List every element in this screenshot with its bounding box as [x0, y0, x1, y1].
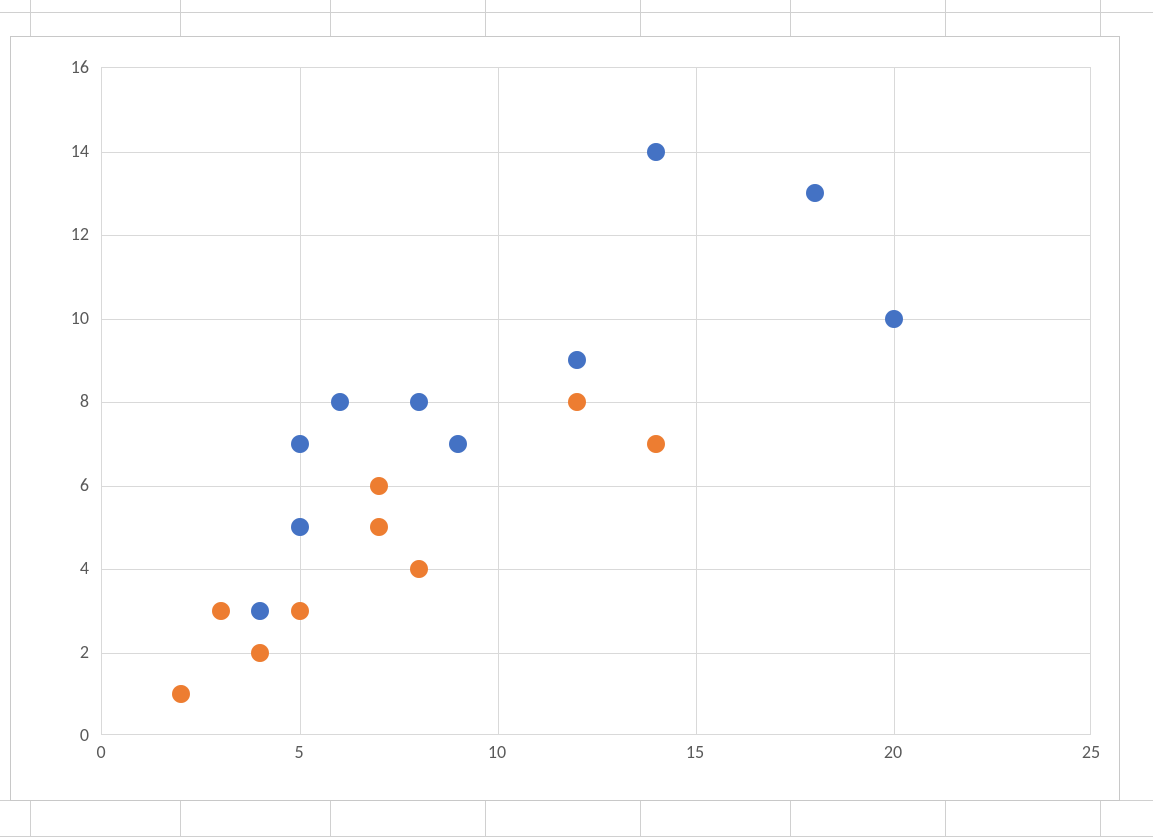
x-tick-label: 5 — [279, 743, 319, 761]
x-tick-label: 25 — [1071, 743, 1111, 761]
data-point-series2 — [172, 685, 190, 703]
grid-line-horizontal — [102, 569, 1090, 570]
sheet-grid-hline — [0, 12, 1153, 13]
grid-line-horizontal — [102, 235, 1090, 236]
y-tick-label: 8 — [11, 392, 89, 410]
grid-line-vertical — [696, 68, 697, 734]
y-tick-label: 6 — [11, 476, 89, 494]
data-point-series1 — [291, 518, 309, 536]
grid-line-horizontal — [102, 653, 1090, 654]
data-point-series1 — [647, 143, 665, 161]
data-point-series2 — [370, 477, 388, 495]
data-point-series2 — [291, 602, 309, 620]
data-point-series1 — [449, 435, 467, 453]
data-point-series1 — [410, 393, 428, 411]
data-point-series1 — [291, 435, 309, 453]
grid-line-horizontal — [102, 486, 1090, 487]
x-tick-label: 15 — [675, 743, 715, 761]
y-tick-label: 0 — [11, 726, 89, 744]
data-point-series2 — [647, 435, 665, 453]
y-tick-label: 4 — [11, 559, 89, 577]
data-point-series1 — [251, 602, 269, 620]
data-point-series2 — [370, 518, 388, 536]
data-point-series2 — [410, 560, 428, 578]
data-point-series2 — [251, 644, 269, 662]
x-tick-label: 20 — [873, 743, 913, 761]
y-tick-label: 10 — [11, 309, 89, 327]
data-point-series2 — [212, 602, 230, 620]
grid-line-vertical — [498, 68, 499, 734]
y-tick-label: 12 — [11, 225, 89, 243]
grid-line-vertical — [894, 68, 895, 734]
grid-line-vertical — [300, 68, 301, 734]
grid-line-horizontal — [102, 319, 1090, 320]
y-tick-label: 2 — [11, 643, 89, 661]
data-point-series1 — [568, 351, 586, 369]
x-tick-label: 10 — [477, 743, 517, 761]
data-point-series1 — [885, 310, 903, 328]
y-tick-label: 16 — [11, 58, 89, 76]
grid-line-horizontal — [102, 402, 1090, 403]
data-point-series1 — [806, 184, 824, 202]
y-tick-label: 14 — [11, 142, 89, 160]
scatter-chart: 05101520250246810121416 — [10, 36, 1120, 801]
grid-line-horizontal — [102, 152, 1090, 153]
plot-area — [101, 67, 1091, 735]
data-point-series1 — [331, 393, 349, 411]
data-point-series2 — [568, 393, 586, 411]
